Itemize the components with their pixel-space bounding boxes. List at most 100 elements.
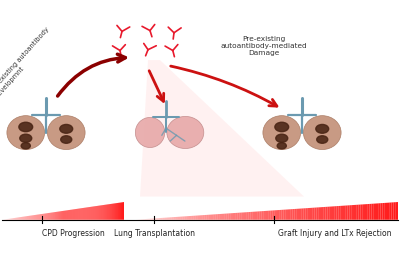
Polygon shape bbox=[206, 215, 209, 220]
Polygon shape bbox=[4, 219, 5, 220]
Ellipse shape bbox=[167, 116, 204, 149]
Polygon shape bbox=[48, 213, 49, 220]
Text: Lung Transplantation: Lung Transplantation bbox=[114, 229, 194, 238]
Polygon shape bbox=[19, 217, 20, 220]
Polygon shape bbox=[336, 206, 338, 220]
Polygon shape bbox=[231, 213, 233, 220]
Polygon shape bbox=[76, 209, 77, 220]
Polygon shape bbox=[268, 210, 270, 220]
Polygon shape bbox=[110, 204, 111, 220]
Polygon shape bbox=[224, 213, 226, 220]
Polygon shape bbox=[160, 218, 163, 220]
Polygon shape bbox=[94, 206, 96, 220]
Polygon shape bbox=[218, 214, 220, 220]
Polygon shape bbox=[61, 211, 62, 220]
Polygon shape bbox=[57, 212, 58, 220]
Polygon shape bbox=[114, 203, 115, 220]
Polygon shape bbox=[174, 217, 176, 220]
Polygon shape bbox=[84, 208, 85, 220]
Polygon shape bbox=[180, 216, 182, 220]
Circle shape bbox=[275, 122, 289, 132]
Polygon shape bbox=[83, 208, 84, 220]
Polygon shape bbox=[279, 210, 281, 220]
Polygon shape bbox=[191, 216, 194, 220]
Polygon shape bbox=[202, 215, 204, 220]
Polygon shape bbox=[343, 206, 345, 220]
Polygon shape bbox=[156, 218, 158, 220]
Polygon shape bbox=[103, 205, 104, 220]
Ellipse shape bbox=[303, 116, 341, 150]
Polygon shape bbox=[290, 209, 292, 220]
Polygon shape bbox=[77, 209, 78, 220]
Polygon shape bbox=[352, 205, 354, 220]
Polygon shape bbox=[363, 204, 365, 220]
Polygon shape bbox=[277, 210, 279, 220]
Polygon shape bbox=[270, 210, 273, 220]
Polygon shape bbox=[389, 203, 391, 220]
Polygon shape bbox=[85, 207, 86, 220]
Polygon shape bbox=[100, 205, 101, 220]
Polygon shape bbox=[92, 206, 94, 220]
Polygon shape bbox=[119, 203, 120, 220]
Polygon shape bbox=[194, 216, 196, 220]
Polygon shape bbox=[6, 219, 7, 220]
Polygon shape bbox=[365, 204, 367, 220]
Polygon shape bbox=[32, 215, 34, 220]
Polygon shape bbox=[178, 217, 180, 220]
Polygon shape bbox=[79, 208, 80, 220]
Polygon shape bbox=[54, 212, 55, 220]
Polygon shape bbox=[22, 217, 23, 220]
Polygon shape bbox=[49, 213, 50, 220]
Polygon shape bbox=[34, 215, 36, 220]
Polygon shape bbox=[7, 219, 8, 220]
Polygon shape bbox=[64, 210, 65, 220]
Polygon shape bbox=[328, 207, 330, 220]
Polygon shape bbox=[367, 204, 370, 220]
Polygon shape bbox=[338, 206, 341, 220]
Polygon shape bbox=[28, 216, 30, 220]
Polygon shape bbox=[220, 214, 222, 220]
Polygon shape bbox=[86, 207, 88, 220]
Polygon shape bbox=[12, 218, 13, 220]
Polygon shape bbox=[23, 216, 24, 220]
Polygon shape bbox=[176, 217, 178, 220]
Polygon shape bbox=[43, 214, 44, 220]
Polygon shape bbox=[169, 217, 172, 220]
Polygon shape bbox=[81, 208, 82, 220]
Polygon shape bbox=[281, 210, 284, 220]
Polygon shape bbox=[122, 202, 123, 220]
Polygon shape bbox=[36, 215, 38, 220]
Polygon shape bbox=[52, 212, 53, 220]
Polygon shape bbox=[330, 206, 332, 220]
Polygon shape bbox=[18, 217, 19, 220]
Polygon shape bbox=[154, 218, 156, 220]
Polygon shape bbox=[235, 213, 238, 220]
Polygon shape bbox=[113, 203, 114, 220]
Polygon shape bbox=[20, 217, 21, 220]
Text: CPD Progression: CPD Progression bbox=[42, 229, 105, 238]
Polygon shape bbox=[120, 203, 121, 220]
Polygon shape bbox=[158, 218, 160, 220]
Polygon shape bbox=[69, 210, 70, 220]
Polygon shape bbox=[70, 210, 71, 220]
Polygon shape bbox=[286, 209, 288, 220]
Polygon shape bbox=[102, 205, 103, 220]
Polygon shape bbox=[323, 207, 326, 220]
Polygon shape bbox=[150, 219, 152, 220]
Polygon shape bbox=[297, 209, 299, 220]
Polygon shape bbox=[255, 212, 257, 220]
Polygon shape bbox=[141, 219, 143, 220]
Polygon shape bbox=[152, 218, 154, 220]
Polygon shape bbox=[248, 212, 250, 220]
Polygon shape bbox=[105, 205, 106, 220]
Polygon shape bbox=[118, 203, 119, 220]
Polygon shape bbox=[387, 203, 389, 220]
Polygon shape bbox=[163, 218, 165, 220]
Polygon shape bbox=[8, 219, 9, 220]
Polygon shape bbox=[50, 213, 51, 220]
Polygon shape bbox=[106, 204, 107, 220]
Polygon shape bbox=[288, 209, 290, 220]
Polygon shape bbox=[266, 211, 268, 220]
Ellipse shape bbox=[7, 116, 45, 150]
Polygon shape bbox=[30, 215, 32, 220]
